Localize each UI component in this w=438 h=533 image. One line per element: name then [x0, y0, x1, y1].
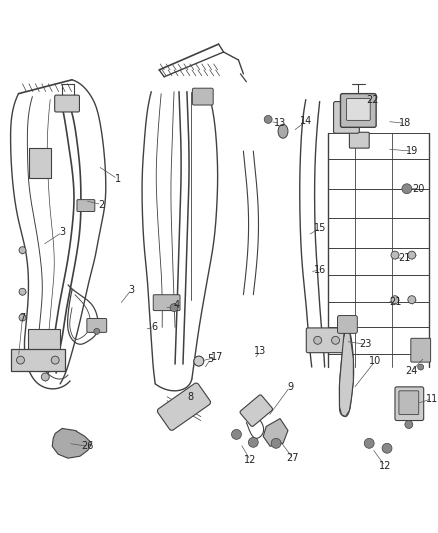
- Text: 6: 6: [151, 322, 157, 333]
- FancyBboxPatch shape: [306, 328, 344, 353]
- Circle shape: [170, 304, 178, 312]
- FancyBboxPatch shape: [192, 88, 213, 105]
- Polygon shape: [52, 429, 92, 458]
- Circle shape: [332, 336, 339, 344]
- Text: 3: 3: [59, 227, 65, 237]
- Circle shape: [408, 296, 416, 304]
- Text: 21: 21: [389, 297, 401, 306]
- Text: 4: 4: [174, 300, 180, 310]
- Circle shape: [194, 356, 204, 366]
- Text: 13: 13: [274, 118, 286, 128]
- Text: 22: 22: [366, 94, 378, 104]
- Text: 18: 18: [399, 118, 411, 128]
- Text: 19: 19: [406, 146, 418, 156]
- Polygon shape: [339, 329, 353, 417]
- Bar: [28, 329, 60, 351]
- Circle shape: [418, 364, 424, 370]
- Circle shape: [248, 438, 258, 447]
- Circle shape: [391, 296, 399, 304]
- Circle shape: [232, 430, 241, 439]
- Text: 24: 24: [406, 366, 418, 376]
- Text: 12: 12: [379, 461, 391, 471]
- FancyBboxPatch shape: [334, 102, 359, 133]
- Text: 21: 21: [399, 253, 411, 263]
- Circle shape: [19, 314, 26, 321]
- Text: 20: 20: [413, 184, 425, 193]
- Text: 13: 13: [254, 346, 266, 356]
- FancyBboxPatch shape: [399, 391, 419, 415]
- FancyBboxPatch shape: [29, 148, 51, 178]
- Text: 16: 16: [314, 265, 326, 275]
- Circle shape: [408, 251, 416, 259]
- Circle shape: [51, 356, 59, 364]
- Circle shape: [391, 251, 399, 259]
- FancyBboxPatch shape: [346, 99, 370, 120]
- FancyBboxPatch shape: [87, 319, 107, 333]
- Circle shape: [382, 443, 392, 453]
- Text: 15: 15: [314, 223, 326, 233]
- FancyBboxPatch shape: [411, 338, 431, 362]
- Text: 2: 2: [99, 199, 105, 209]
- Text: 17: 17: [211, 352, 223, 362]
- Circle shape: [364, 438, 374, 448]
- FancyBboxPatch shape: [77, 200, 95, 212]
- Circle shape: [405, 421, 413, 429]
- Circle shape: [19, 288, 26, 295]
- Text: 7: 7: [19, 312, 25, 322]
- Circle shape: [41, 373, 49, 381]
- Circle shape: [194, 356, 204, 366]
- FancyBboxPatch shape: [240, 395, 272, 426]
- Text: 12: 12: [244, 455, 257, 465]
- FancyBboxPatch shape: [55, 95, 79, 112]
- Text: 10: 10: [369, 356, 381, 366]
- Circle shape: [314, 336, 321, 344]
- Circle shape: [94, 328, 100, 334]
- Ellipse shape: [278, 124, 288, 138]
- Text: 1: 1: [114, 174, 120, 184]
- Text: 14: 14: [300, 116, 312, 126]
- Text: 23: 23: [359, 340, 371, 349]
- FancyBboxPatch shape: [153, 295, 180, 311]
- Text: 26: 26: [81, 441, 94, 451]
- FancyBboxPatch shape: [340, 94, 376, 127]
- Text: 8: 8: [188, 392, 194, 402]
- Polygon shape: [263, 418, 288, 446]
- FancyBboxPatch shape: [395, 387, 424, 421]
- Text: 27: 27: [287, 453, 299, 463]
- Text: 9: 9: [287, 382, 293, 392]
- Circle shape: [19, 247, 26, 254]
- FancyBboxPatch shape: [350, 132, 369, 148]
- Circle shape: [271, 438, 281, 448]
- Circle shape: [17, 356, 25, 364]
- FancyBboxPatch shape: [338, 316, 357, 333]
- Circle shape: [402, 184, 412, 193]
- Bar: [11, 349, 65, 371]
- FancyBboxPatch shape: [157, 383, 211, 431]
- Text: 11: 11: [425, 394, 438, 404]
- Circle shape: [264, 116, 272, 123]
- Text: 3: 3: [128, 285, 134, 295]
- Text: 5: 5: [208, 354, 214, 364]
